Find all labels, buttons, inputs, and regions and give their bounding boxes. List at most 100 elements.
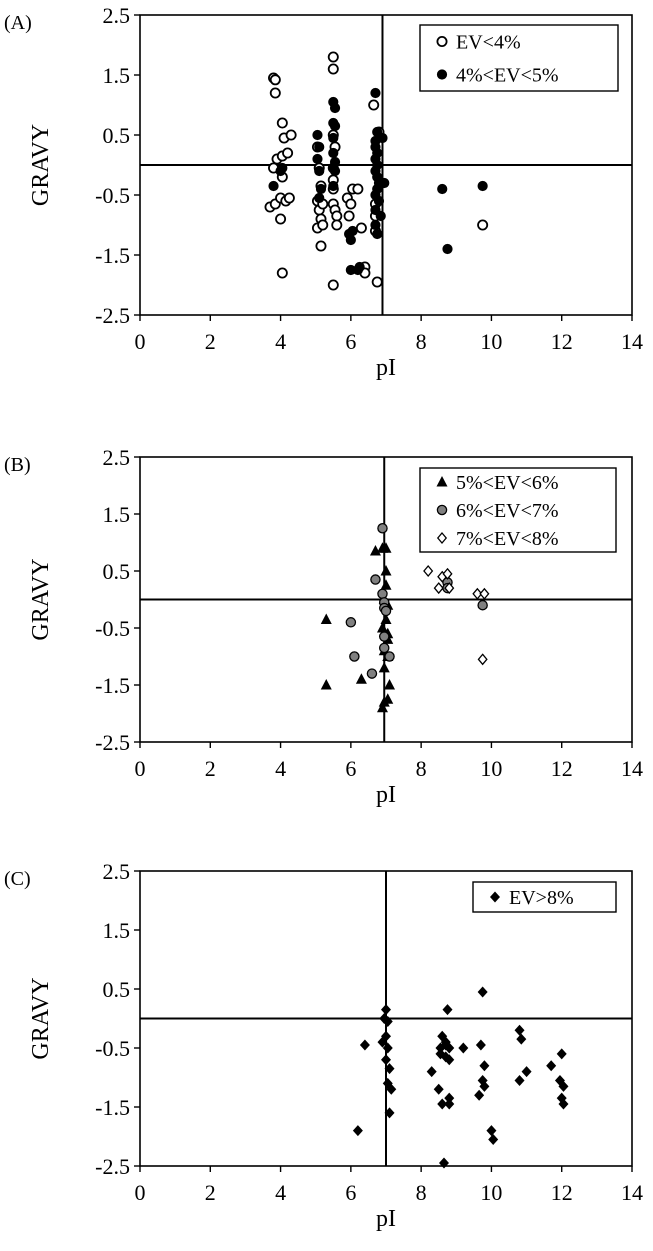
panel-label: (A): [4, 12, 32, 34]
data-point: [477, 986, 488, 998]
data-point: [329, 165, 341, 177]
y-tick-label: 0.5: [103, 559, 131, 584]
x-axis-label: pI: [376, 782, 396, 808]
data-point: [479, 587, 490, 600]
x-tick-label: 4: [275, 329, 286, 354]
data-point: [370, 574, 381, 585]
data-point: [437, 183, 448, 195]
legend-entry-label: 5%<EV<6%: [456, 472, 559, 494]
x-tick-label: 12: [551, 329, 573, 354]
data-point: [312, 153, 323, 165]
data-point: [377, 1036, 388, 1048]
data-point: [479, 1080, 490, 1092]
data-point: [331, 219, 343, 231]
data-point: [275, 213, 287, 225]
data-point: [380, 613, 392, 624]
x-tick-label: 0: [135, 329, 146, 354]
data-point: [329, 102, 341, 114]
y-tick-label: 0.5: [103, 977, 131, 1002]
data-point: [384, 1063, 395, 1075]
data-point: [377, 523, 388, 534]
data-point: [343, 210, 355, 222]
series-1: [352, 986, 569, 1169]
data-point: [368, 99, 380, 111]
y-axis-label: GRAVY: [28, 558, 54, 640]
data-point: [384, 679, 396, 690]
data-point: [382, 1042, 393, 1054]
y-tick-label: -2.5: [95, 303, 130, 328]
legend-entry-label: 6%<EV<7%: [456, 500, 559, 522]
x-tick-label: 6: [345, 756, 356, 781]
data-point: [444, 1054, 455, 1066]
x-tick-label: 12: [551, 1180, 573, 1205]
data-point: [378, 642, 390, 654]
x-tick-label: 12: [551, 756, 573, 781]
data-point: [514, 1074, 525, 1086]
x-axis-label: pI: [376, 355, 396, 381]
data-point: [327, 63, 339, 75]
data-point: [283, 192, 295, 204]
data-point: [320, 679, 332, 690]
legend: 5%<EV<6% 6%<EV<7% 7%<EV<8%: [419, 467, 617, 553]
data-point: [426, 1066, 437, 1078]
x-tick-label: 2: [205, 329, 216, 354]
data-point: [377, 588, 388, 600]
y-axis-label: GRAVY: [28, 977, 54, 1059]
y-tick-label: -0.5: [95, 616, 130, 641]
y-tick-label: 1.5: [103, 502, 131, 527]
legend-marker: [490, 891, 500, 903]
chart-panel-3: 0 2 4 6 8 10 12 14 -2.5 -1.5 -0.5 0.5 1.5 2.5 pI GRAVY (…: [4, 859, 643, 1232]
data-point: [317, 219, 329, 231]
y-axis-label: GRAVY: [28, 124, 54, 206]
data-point: [375, 210, 386, 222]
x-tick-label: 14: [621, 329, 643, 354]
legend-marker: [436, 476, 448, 487]
data-point: [269, 87, 281, 99]
data-point: [378, 631, 390, 642]
data-point: [277, 162, 288, 174]
data-point: [386, 1083, 397, 1095]
data-point: [381, 1004, 391, 1016]
data-point: [438, 1157, 449, 1169]
data-point: [433, 582, 444, 595]
data-point: [379, 177, 390, 189]
data-point: [477, 219, 489, 231]
legend-marker: [436, 69, 448, 80]
data-point: [433, 1083, 444, 1095]
data-point: [328, 132, 339, 144]
y-tick-label: -1.5: [95, 673, 130, 698]
x-tick-label: 6: [345, 329, 356, 354]
data-point: [345, 617, 357, 628]
x-tick-label: 8: [416, 329, 427, 354]
data-point: [384, 1107, 395, 1119]
x-tick-label: 2: [205, 756, 216, 781]
panel-label: (C): [4, 868, 31, 890]
data-point: [444, 1092, 455, 1104]
data-point: [366, 668, 378, 679]
data-point: [329, 120, 341, 132]
panel-label: (B): [4, 454, 31, 476]
data-point: [444, 1042, 455, 1054]
data-point: [477, 653, 488, 666]
data-point: [558, 1080, 569, 1092]
data-point: [269, 74, 281, 86]
legend: EV<4% 4%<EV<5%: [419, 24, 619, 92]
legend-entry-label: EV>8%: [509, 887, 574, 909]
data-point: [314, 192, 325, 204]
data-point: [472, 587, 483, 600]
x-tick-label: 4: [275, 756, 286, 781]
data-point: [380, 579, 392, 590]
data-point: [355, 222, 367, 234]
data-point: [349, 651, 360, 662]
legend-entry-label: 4%<EV<5%: [456, 65, 559, 87]
x-tick-label: 10: [480, 329, 502, 354]
data-point: [378, 661, 390, 673]
data-point: [370, 87, 381, 99]
y-tick-label: -1.5: [95, 243, 130, 268]
data-point: [442, 567, 453, 580]
y-tick-label: 2.5: [103, 859, 131, 884]
legend-box: [419, 467, 617, 553]
x-tick-label: 8: [416, 1180, 427, 1205]
y-tick-label: -1.5: [95, 1095, 130, 1120]
